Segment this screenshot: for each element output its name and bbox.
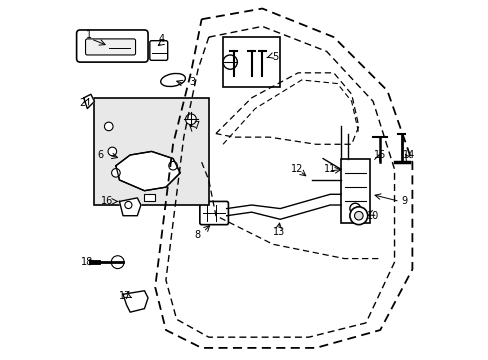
FancyBboxPatch shape xyxy=(149,41,167,60)
Circle shape xyxy=(111,168,120,177)
Text: 1: 1 xyxy=(86,30,92,40)
Text: 3: 3 xyxy=(189,77,195,87)
Bar xyxy=(94,98,208,205)
Text: 2: 2 xyxy=(80,98,85,108)
Circle shape xyxy=(349,207,367,225)
Text: 13: 13 xyxy=(273,227,285,237)
Text: 7: 7 xyxy=(193,121,199,131)
Text: 12: 12 xyxy=(290,164,303,174)
Polygon shape xyxy=(119,198,141,216)
Text: 10: 10 xyxy=(366,211,379,221)
Text: 16: 16 xyxy=(101,197,113,206)
Polygon shape xyxy=(116,152,180,191)
Polygon shape xyxy=(83,94,94,109)
Bar xyxy=(340,158,369,223)
Text: 18: 18 xyxy=(81,257,93,267)
Bar xyxy=(223,37,280,87)
Text: 15: 15 xyxy=(373,150,386,160)
Circle shape xyxy=(111,256,124,269)
Circle shape xyxy=(104,122,113,131)
Text: 17: 17 xyxy=(119,291,131,301)
Circle shape xyxy=(124,202,132,208)
Text: 6: 6 xyxy=(98,150,104,160)
Circle shape xyxy=(223,55,237,69)
FancyBboxPatch shape xyxy=(77,30,148,62)
Text: 11: 11 xyxy=(324,164,336,174)
Circle shape xyxy=(185,114,196,125)
Text: 14: 14 xyxy=(402,150,414,160)
Circle shape xyxy=(349,203,360,214)
Bar xyxy=(144,194,155,202)
Text: 5: 5 xyxy=(271,52,277,62)
FancyBboxPatch shape xyxy=(85,39,135,55)
Circle shape xyxy=(354,211,363,220)
Text: 4: 4 xyxy=(158,34,164,44)
Circle shape xyxy=(168,161,177,170)
Polygon shape xyxy=(123,291,148,312)
FancyBboxPatch shape xyxy=(200,202,228,225)
Text: 8: 8 xyxy=(194,230,200,240)
Text: 9: 9 xyxy=(401,197,407,206)
Ellipse shape xyxy=(161,73,185,86)
Circle shape xyxy=(108,147,116,156)
